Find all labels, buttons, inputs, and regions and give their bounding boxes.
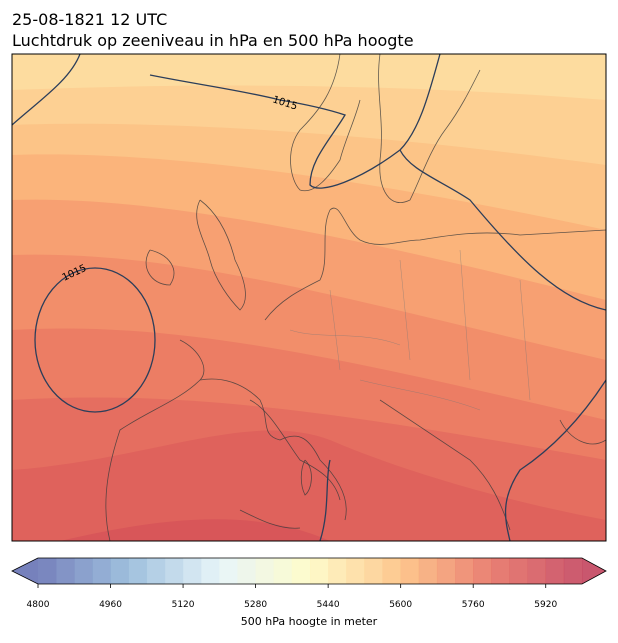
colorbar-segment [219,558,238,584]
colorbar-tick-label: 5920 [534,600,557,610]
colorbar-segment [310,558,329,584]
band [60,519,330,541]
colorbar-segment [146,558,166,584]
colorbar-tick-label: 5600 [389,600,412,610]
coastline [249,399,606,531]
colorbar-segment [92,558,111,584]
colorbar-segment [128,558,148,584]
band [12,430,606,541]
isobar [34,267,156,413]
colorbar-tick-label: 5280 [244,600,267,610]
colorbar-segment [400,558,420,584]
colorbar-tick-label: 5760 [462,600,485,610]
isobar [319,379,606,541]
colorbar-segment [328,558,347,584]
colorbar-segment [473,558,492,584]
colorbar-segment [38,558,57,584]
colorbar-tick-label: 5120 [172,600,195,610]
colorbar-segment [418,558,438,584]
colorbar-segment [436,558,456,584]
coastline [105,339,347,541]
colorbar-segment [74,558,93,584]
colorbar-segment [255,558,275,584]
colorbar-segment [273,558,293,584]
colorbar-segment [545,558,565,584]
colorbar-tick-label: 4800 [27,600,50,610]
colorbar-segment [346,558,365,584]
colorbar-segment [491,558,510,584]
colorbar-extend [12,558,38,584]
colorbar-segment [291,558,311,584]
isobar [399,149,606,311]
colorbar-tick-label: 4960 [99,600,122,610]
colorbar-segment [183,558,202,584]
coastline [145,199,246,311]
map-frame [11,53,607,542]
map-title: Luchtdruk op zeeniveau in hPa en 500 hPa… [12,31,414,50]
colorbar-segment [237,558,256,584]
coastline [239,459,312,529]
colorbar-extend [582,558,606,584]
date-title: 25-08-1821 12 UTC [12,10,167,29]
colorbar-segment [563,558,583,584]
coastline [264,207,606,321]
colorbar-segment [527,558,547,584]
colorbar-segment [455,558,474,584]
isobar [12,54,441,189]
colorbar-tick-label: 5440 [317,600,340,610]
colorbar-segment [164,558,184,584]
colorbar-segment [201,558,220,584]
colorbar-label: 500 hPa hoogte in meter [241,615,378,628]
border [289,249,531,411]
colorbar-segment [364,558,383,584]
map: 1015 1015 [12,54,606,541]
coastline [290,54,481,203]
colorbar-segment [382,558,401,584]
colorbar-segment [56,558,75,584]
colorbar-outline [11,557,607,585]
colorbar-segment [110,558,129,584]
colorbar-segment [509,558,528,584]
colorbar: 4800 4960 5120 5280 5440 5600 5760 5920 [11,557,607,610]
